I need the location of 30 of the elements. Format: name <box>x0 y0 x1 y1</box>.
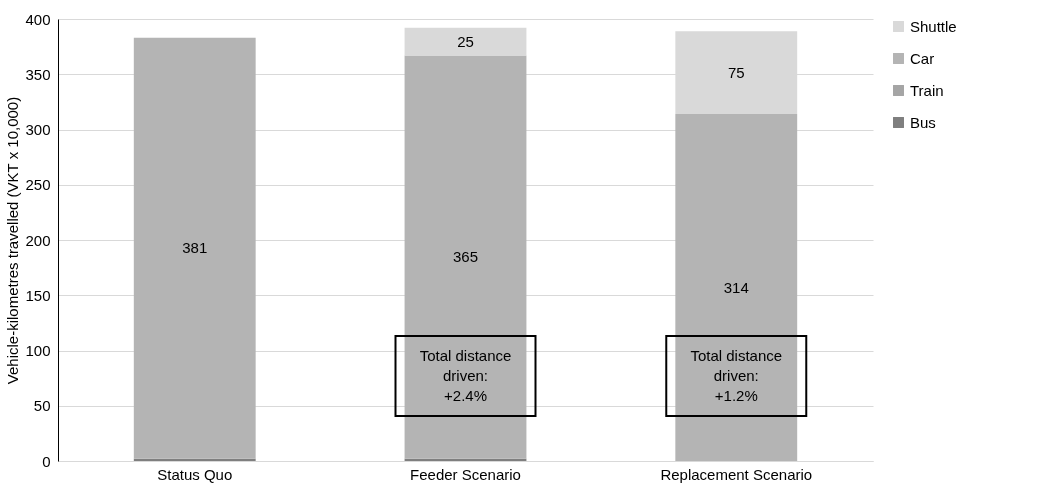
legend-label: Car <box>910 49 935 67</box>
x-tick-label: Replacement Scenario <box>660 465 813 483</box>
x-tick-label: Status Quo <box>157 465 233 483</box>
data-label: 365 <box>452 248 479 266</box>
legend-label: Train <box>910 81 944 99</box>
y-tick-label: 0 <box>42 452 51 470</box>
data-label: 25 <box>457 32 474 50</box>
bar <box>404 27 527 56</box>
y-axis-title: Vehicle-kilometres travelled (VKT x 10,000) <box>4 96 22 385</box>
data-label: 75 <box>727 63 745 81</box>
y-tick-label: 350 <box>25 65 51 83</box>
y-tick-label: 200 <box>25 231 51 249</box>
y-tick-label: 100 <box>25 342 51 359</box>
bar <box>675 114 798 461</box>
bar <box>404 55 527 459</box>
legend-label: Shuttle <box>910 17 957 35</box>
y-tick-label: 250 <box>25 176 51 194</box>
data-label: 381 <box>182 239 208 257</box>
data-label: 314 <box>723 278 749 296</box>
y-tick-label: 50 <box>33 397 51 415</box>
bar <box>404 458 527 461</box>
annotation: Total distance driven: +2.4% <box>419 347 512 404</box>
x-tick-label: Feeder Scenario <box>410 465 521 483</box>
bar <box>133 458 256 461</box>
y-tick-label: 300 <box>25 121 51 138</box>
y-tick-label: 150 <box>25 286 51 304</box>
y-tick-label: 400 <box>25 10 51 28</box>
legend-label: Bus <box>910 113 936 131</box>
bar <box>133 37 256 459</box>
annotation: Total distance driven: +1.2% <box>690 347 783 404</box>
